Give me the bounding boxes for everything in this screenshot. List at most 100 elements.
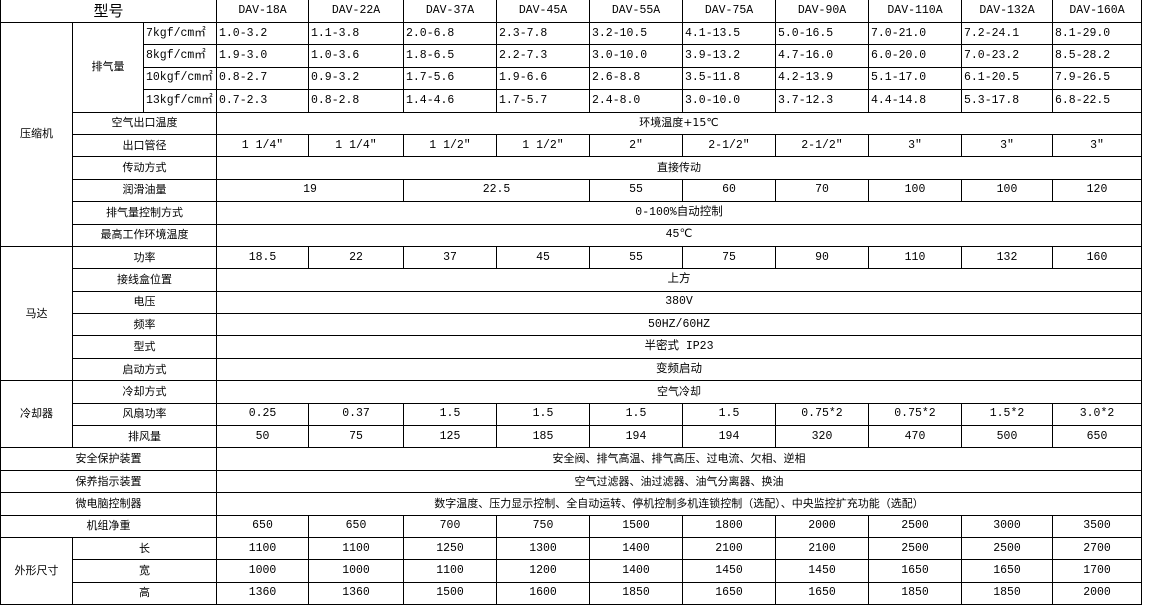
displacement-value: 5.0-16.5 bbox=[775, 21, 869, 46]
table-row: 启动方式 变频启动 bbox=[1, 357, 1142, 382]
displacement-value: 2.3-7.8 bbox=[496, 21, 590, 46]
dimension-width-value: 1100 bbox=[403, 559, 497, 583]
dimension-width-value: 1450 bbox=[775, 559, 869, 583]
motor-junction-box-label: 接线盒位置 bbox=[72, 268, 217, 292]
airflow-value: 650 bbox=[1052, 425, 1142, 449]
motor-power-value: 110 bbox=[868, 245, 962, 270]
airflow-value: 50 bbox=[216, 425, 309, 449]
max-ambient-temp-value: 45℃ bbox=[216, 223, 1142, 247]
net-weight-value: 700 bbox=[403, 514, 497, 538]
outlet-pipe-value: 1 1/2″ bbox=[496, 133, 590, 158]
model-name: DAV-18A bbox=[216, 0, 309, 23]
dimension-height-value: 1360 bbox=[216, 581, 309, 605]
motor-frequency-value: 50HZ/60HZ bbox=[216, 313, 1142, 337]
controller-label: 微电脑控制器 bbox=[0, 492, 217, 516]
pressure-label: 7kgf/cm㎡ bbox=[143, 21, 217, 46]
displacement-value: 7.9-26.5 bbox=[1052, 66, 1142, 91]
net-weight-value: 2000 bbox=[775, 514, 869, 538]
dimension-width-label: 宽 bbox=[72, 559, 217, 583]
displacement-value: 7.0-21.0 bbox=[868, 21, 962, 46]
fan-power-value: 0.75*2 bbox=[868, 402, 962, 427]
maintenance-value: 空气过滤器、油过滤器、油气分离器、换油 bbox=[216, 469, 1142, 494]
motor-junction-box-value: 上方 bbox=[216, 268, 1142, 292]
airflow-value: 500 bbox=[961, 425, 1053, 449]
dimension-height-value: 1360 bbox=[308, 581, 404, 605]
outlet-pipe-value: 1 1/4″ bbox=[216, 133, 309, 158]
table-row: 压缩机 排气量 7kgf/cm㎡ 1.0-3.2 1.1-3.8 2.0-6.8 2.3-7… bbox=[0, 21, 1142, 247]
dimension-length-label: 长 bbox=[72, 536, 217, 561]
drive-label: 传动方式 bbox=[72, 156, 217, 180]
motor-frequency-label: 频率 bbox=[72, 313, 217, 337]
dimension-length-value: 1300 bbox=[496, 536, 590, 561]
displacement-label: 排气量 bbox=[72, 22, 144, 113]
section-label-motor: 马达 bbox=[0, 245, 73, 382]
motor-power-value: 45 bbox=[496, 245, 590, 270]
displacement-value: 3.2-10.5 bbox=[589, 21, 683, 46]
safety-label: 安全保护装置 bbox=[0, 447, 217, 471]
net-weight-label: 机组净重 bbox=[0, 514, 217, 538]
displacement-value: 1.0-3.6 bbox=[308, 44, 404, 68]
displacement-value: 4.7-16.0 bbox=[775, 44, 869, 68]
table-row: 风扇功率 0.25 0.37 1.5 1.5 1.5 1.5 0.75*2 0.75*2 1.5*… bbox=[1, 402, 1142, 427]
model-header-label: 型号 bbox=[0, 0, 217, 23]
safety-value: 安全阀、排气高温、排气高压、过电流、欠相、逆相 bbox=[216, 447, 1142, 471]
fan-power-value: 1.5 bbox=[682, 402, 776, 427]
lube-oil-value: 55 bbox=[589, 178, 683, 203]
outlet-pipe-value: 1 1/2″ bbox=[403, 133, 497, 158]
dimension-width-value: 1000 bbox=[308, 559, 404, 583]
motor-type-label: 型式 bbox=[72, 335, 217, 359]
table-row: 最高工作环境温度 45℃ bbox=[1, 223, 1142, 247]
net-weight-value: 1800 bbox=[682, 514, 776, 538]
controller-value: 数字温度、压力显示控制、全自动运转、停机控制多机连锁控制（选配）、中央监控扩充功… bbox=[216, 492, 1142, 516]
displacement-value: 6.8-22.5 bbox=[1052, 89, 1142, 113]
displacement-value: 4.4-14.8 bbox=[868, 89, 962, 113]
cooling-method-label: 冷却方式 bbox=[72, 380, 217, 404]
displacement-value: 1.1-3.8 bbox=[308, 21, 404, 46]
motor-power-label: 功率 bbox=[72, 245, 217, 270]
motor-power-value: 22 bbox=[308, 245, 404, 270]
dimension-length-value: 2100 bbox=[682, 536, 776, 561]
air-outlet-temp-label: 空气出口温度 bbox=[72, 111, 217, 135]
net-weight-value: 3000 bbox=[961, 514, 1053, 538]
displacement-value: 3.7-12.3 bbox=[775, 89, 869, 113]
motor-power-value: 90 bbox=[775, 245, 869, 270]
pressure-label: 13kgf/cm㎡ bbox=[143, 89, 217, 113]
net-weight-value: 2500 bbox=[868, 514, 962, 538]
motor-power-value: 160 bbox=[1052, 245, 1142, 270]
dimension-height-value: 2000 bbox=[1052, 581, 1142, 605]
displacement-value: 1.7-5.6 bbox=[403, 66, 497, 91]
table-row: 电压 380V bbox=[1, 290, 1142, 315]
table-row: 宽 1000 1000 1100 1200 1400 1450 1450 1650 1650 170… bbox=[1, 559, 1142, 583]
pressure-label: 10kgf/cm㎡ bbox=[143, 66, 217, 91]
section-label-cooler: 冷却器 bbox=[0, 380, 73, 449]
table-row: 出口管径 1 1/4″ 1 1/4″ 1 1/2″ 1 1/2″ 2″ 2-1/2″ 2-1/… bbox=[1, 133, 1142, 158]
displacement-value: 5.1-17.0 bbox=[868, 66, 962, 91]
lube-oil-value: 100 bbox=[868, 178, 962, 203]
motor-power-value: 18.5 bbox=[216, 245, 309, 270]
model-name: DAV-110A bbox=[868, 0, 962, 23]
displacement-value: 3.0-10.0 bbox=[589, 44, 683, 68]
displacement-value: 8.5-28.2 bbox=[1052, 44, 1142, 68]
outlet-pipe-value: 2″ bbox=[589, 133, 683, 158]
airflow-value: 194 bbox=[682, 425, 776, 449]
displacement-value: 2.0-6.8 bbox=[403, 21, 497, 46]
displacement-value: 2.6-8.8 bbox=[589, 66, 683, 91]
table-row: 安全保护装置 安全阀、排气高温、排气高压、过电流、欠相、逆相 bbox=[0, 447, 1142, 471]
dimension-length-value: 1400 bbox=[589, 536, 683, 561]
airflow-value: 125 bbox=[403, 425, 497, 449]
table-row: 排气量控制方式 0-100%自动控制 bbox=[1, 201, 1142, 225]
lube-oil-value: 19 bbox=[216, 178, 404, 203]
dimension-width-value: 1200 bbox=[496, 559, 590, 583]
dimension-height-label: 高 bbox=[72, 581, 217, 605]
lube-oil-value: 60 bbox=[682, 178, 776, 203]
displacement-value: 0.8-2.7 bbox=[216, 66, 309, 91]
displacement-value: 3.9-13.2 bbox=[682, 44, 776, 68]
motor-voltage-label: 电压 bbox=[72, 290, 217, 315]
capacity-control-value: 0-100%自动控制 bbox=[216, 201, 1142, 225]
net-weight-value: 750 bbox=[496, 514, 590, 538]
drive-value: 直接传动 bbox=[216, 156, 1142, 180]
dimension-height-value: 1600 bbox=[496, 581, 590, 605]
fan-power-value: 1.5 bbox=[589, 402, 683, 427]
displacement-value: 1.9-6.6 bbox=[496, 66, 590, 91]
